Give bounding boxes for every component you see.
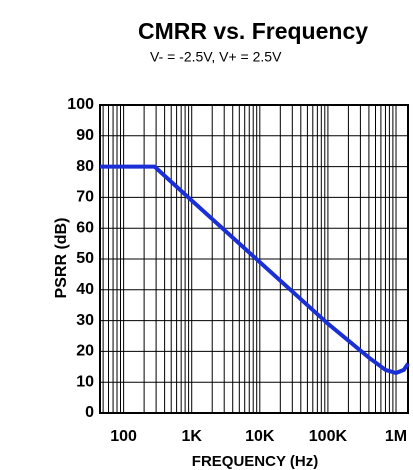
y-tick-label: 50 xyxy=(76,250,94,267)
y-tick-label: 60 xyxy=(76,219,94,236)
chart-title: CMRR vs. Frequency xyxy=(138,18,368,44)
data-line xyxy=(100,164,410,375)
y-tick-label: 30 xyxy=(76,312,94,329)
y-axis-label: PSRR (dB) xyxy=(53,218,70,299)
x-tick-label: 100 xyxy=(110,428,137,445)
plot-frame xyxy=(99,104,409,414)
x-tick-label: 10K xyxy=(245,428,275,445)
x-axis-label: FREQUENCY (Hz) xyxy=(192,453,318,470)
y-tick-label: 10 xyxy=(76,373,94,390)
y-tick-label: 40 xyxy=(76,281,94,298)
y-tick-label: 90 xyxy=(76,127,94,144)
y-tick-label: 70 xyxy=(76,189,94,206)
chart-subtitle: V- = -2.5V, V+ = 2.5V xyxy=(150,49,282,65)
y-tick-label: 0 xyxy=(85,404,94,421)
x-tick-label: 1M xyxy=(385,428,407,445)
y-tick-label: 100 xyxy=(67,96,94,113)
y-tick-label: 20 xyxy=(76,343,94,360)
y-tick-label: 80 xyxy=(76,158,94,175)
x-tick-label: 1K xyxy=(181,428,202,445)
x-tick-label: 100K xyxy=(309,428,348,445)
